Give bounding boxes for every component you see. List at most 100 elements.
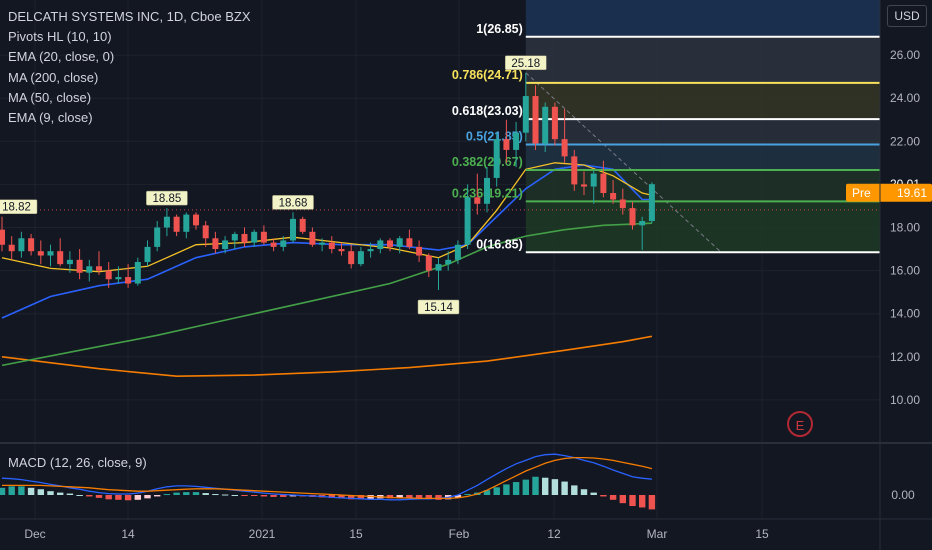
- ma200-line: [1, 335, 653, 378]
- candle-body: [629, 208, 636, 226]
- candle-body: [134, 261, 141, 284]
- candle: [328, 236, 335, 254]
- candle: [425, 253, 432, 278]
- candle-body: [115, 277, 122, 280]
- price-axis-label: 26.00: [890, 48, 920, 62]
- candle-body: [212, 238, 219, 250]
- candle-body: [522, 96, 529, 133]
- candle: [212, 231, 219, 254]
- candle: [37, 240, 44, 265]
- pivot-label-text: 25.18: [511, 58, 540, 70]
- candle-body: [193, 214, 199, 226]
- candle-body: [28, 238, 35, 252]
- price-axis-label: 18.00: [890, 221, 920, 235]
- time-axis-label: Feb: [449, 527, 470, 541]
- candle-body: [260, 231, 267, 243]
- indicator-ema9[interactable]: EMA (9, close): [8, 110, 93, 126]
- candle: [86, 259, 93, 282]
- time-axis-label: Dec: [24, 527, 45, 541]
- candle-body: [309, 231, 316, 245]
- pivot-label-text: 18.68: [279, 197, 308, 209]
- macd-line: [1, 453, 652, 501]
- candle: [8, 236, 15, 260]
- candle: [445, 251, 452, 271]
- macd-histogram-bar: [289, 495, 297, 497]
- currency-button[interactable]: USD: [887, 5, 927, 27]
- candle-body: [270, 242, 277, 247]
- candle: [648, 182, 655, 224]
- macd-histogram-bar: [95, 495, 103, 498]
- macd-histogram-bar: [270, 495, 277, 497]
- candle-body: [96, 266, 102, 271]
- candle: [513, 121, 520, 168]
- fib-level-label: 0(16.85): [476, 237, 523, 251]
- price-axis-label: 22.00: [890, 134, 920, 148]
- indicator-ma200[interactable]: MA (200, close): [8, 69, 99, 85]
- candle: [125, 264, 132, 288]
- indicator-ema20[interactable]: EMA (20, close, 0): [8, 49, 115, 65]
- candle: [134, 257, 141, 286]
- time-axis-label: 2021: [249, 527, 276, 541]
- macd-histogram-bar: [512, 482, 520, 495]
- candle-body: [280, 240, 287, 247]
- macd-histogram-bar: [124, 495, 132, 501]
- candle: [357, 246, 364, 267]
- candle: [435, 257, 442, 290]
- candle-body: [241, 233, 248, 243]
- candle: [57, 238, 64, 267]
- candle: [96, 251, 102, 275]
- macd-histogram-bar: [348, 495, 355, 500]
- macd-histogram-bar: [27, 487, 35, 495]
- candle: [387, 238, 393, 252]
- candle: [260, 225, 267, 245]
- candle-body: [57, 251, 64, 265]
- indicator-pivots[interactable]: Pivots HL (10, 10): [8, 29, 112, 45]
- candle: [493, 132, 500, 187]
- candle: [105, 261, 112, 288]
- indicator-ma50[interactable]: MA (50, close): [8, 89, 92, 105]
- macd-histogram-bar: [580, 489, 588, 495]
- candle: [163, 208, 170, 237]
- candle-body: [144, 246, 151, 262]
- symbol-title[interactable]: DELCATH SYSTEMS INC, 1D, Cboe BZX: [8, 9, 251, 24]
- pivot-high-label: 18.82: [0, 199, 38, 214]
- fib-zone: [525, 82, 880, 120]
- macd-histogram-bar: [163, 494, 171, 496]
- macd-histogram-bar: [425, 495, 432, 500]
- candle-body: [299, 218, 306, 232]
- candle-body: [37, 251, 44, 256]
- macd-histogram-bar: [57, 492, 64, 495]
- candle: [76, 249, 83, 280]
- fib-zone: [525, 119, 880, 145]
- time-axis-label: 15: [349, 527, 363, 541]
- candle-body: [86, 266, 93, 273]
- macd-legend[interactable]: MACD (12, 26, close, 9): [8, 455, 147, 470]
- candle-body: [76, 259, 83, 273]
- candle-body: [542, 106, 549, 144]
- candle-body: [0, 229, 5, 245]
- macd-histogram-bar: [454, 495, 462, 498]
- price-axis-label: 24.00: [890, 91, 920, 105]
- candle: [367, 242, 374, 258]
- earnings-icon[interactable]: E: [787, 411, 813, 437]
- macd-histogram-bar: [551, 479, 559, 495]
- candle: [18, 231, 25, 258]
- macd-histogram-bar: [648, 495, 656, 510]
- candle-body: [532, 96, 539, 144]
- fib-zone-top: [525, 0, 880, 37]
- pivot-low-label: 15.14: [417, 299, 460, 315]
- candle-body: [474, 197, 481, 204]
- macd-histogram-bar: [609, 495, 617, 500]
- candle: [551, 102, 558, 146]
- candle-body: [251, 231, 258, 243]
- candle-body: [561, 139, 568, 157]
- fib-level-label: 1(26.85): [476, 22, 523, 36]
- macd-histogram-bar: [192, 492, 200, 495]
- premarket-tag-price: 19.61: [897, 186, 927, 200]
- fib-level-label: 0.382(20.67): [452, 155, 523, 169]
- candle: [144, 240, 151, 267]
- macd-histogram-bar: [386, 495, 394, 499]
- pivot-label-box: [0, 199, 38, 214]
